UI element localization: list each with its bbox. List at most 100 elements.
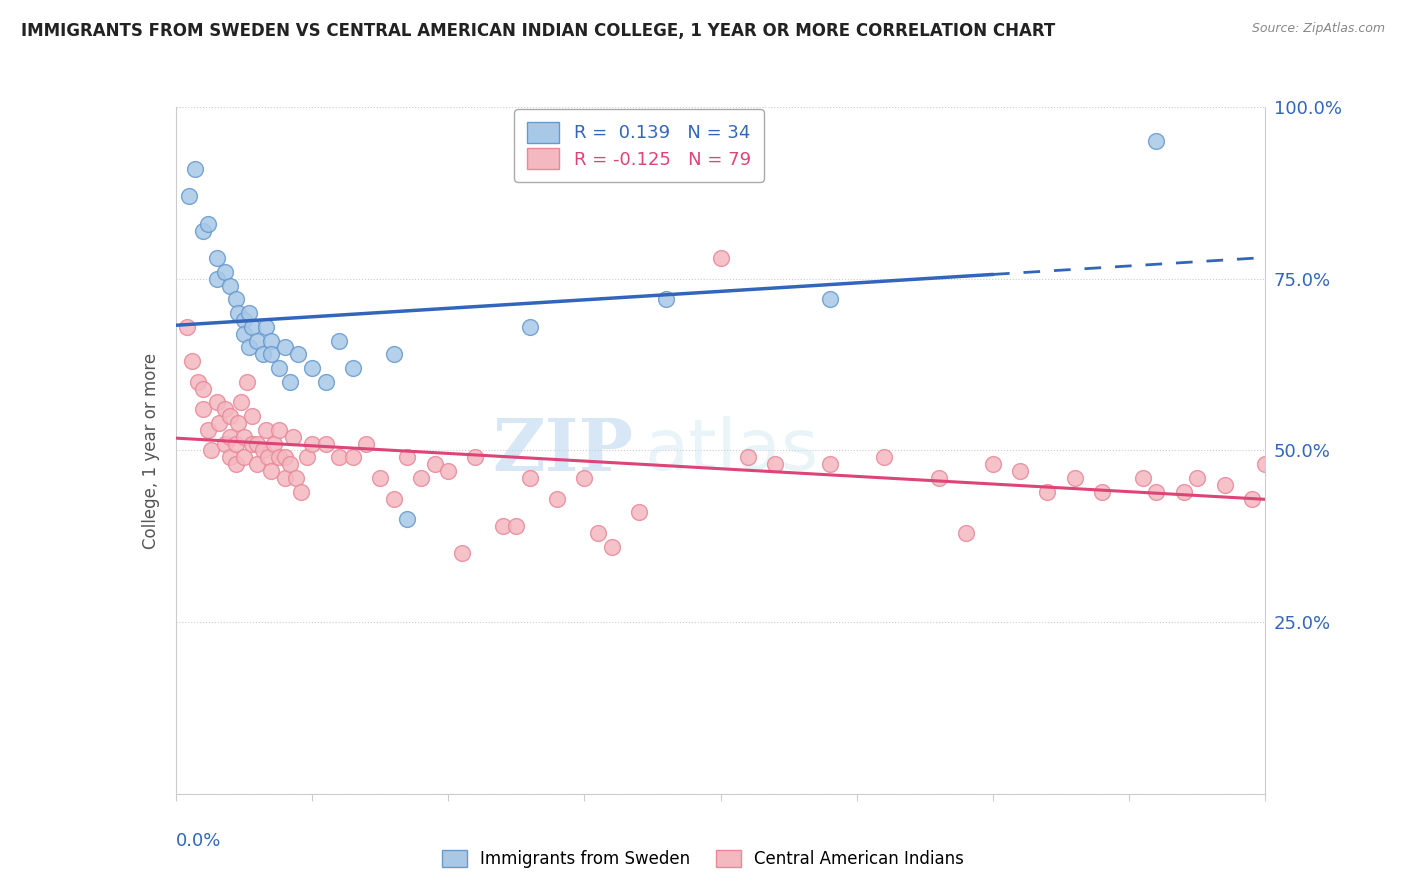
Point [208, 416, 231, 430]
Point [763, 457, 786, 471]
Point [301, 436, 323, 450]
Point [246, 436, 269, 450]
Point [342, 450, 364, 465]
Point [225, 436, 247, 450]
Point [818, 457, 841, 471]
Point [290, 484, 312, 499]
Point [737, 450, 759, 465]
Point [1036, 484, 1059, 499]
Point [214, 265, 236, 279]
Point [246, 334, 269, 348]
Point [278, 375, 301, 389]
Text: ZIP: ZIP [492, 415, 633, 486]
Point [627, 505, 650, 519]
Point [315, 375, 337, 389]
Point [274, 471, 297, 485]
Point [260, 464, 283, 478]
Point [1063, 471, 1085, 485]
Point [1144, 134, 1167, 148]
Point [219, 430, 242, 444]
Point [1187, 471, 1209, 485]
Point [219, 278, 242, 293]
Point [269, 423, 291, 437]
Point [1173, 484, 1195, 499]
Point [1144, 484, 1167, 499]
Point [464, 450, 486, 465]
Point [328, 450, 350, 465]
Point [396, 450, 419, 465]
Point [655, 293, 678, 307]
Point [181, 354, 204, 368]
Point [409, 471, 432, 485]
Point [252, 347, 274, 361]
Point [274, 340, 297, 354]
Point [219, 409, 242, 423]
Point [1254, 457, 1277, 471]
Point [269, 361, 291, 376]
Point [246, 457, 269, 471]
Point [263, 436, 285, 450]
Point [179, 189, 201, 203]
Point [382, 347, 405, 361]
Point [238, 340, 260, 354]
Text: atlas: atlas [644, 416, 818, 485]
Text: IMMIGRANTS FROM SWEDEN VS CENTRAL AMERICAN INDIAN COLLEGE, 1 YEAR OR MORE CORREL: IMMIGRANTS FROM SWEDEN VS CENTRAL AMERIC… [21, 22, 1056, 40]
Point [1091, 484, 1114, 499]
Point [284, 471, 307, 485]
Point [278, 457, 301, 471]
Point [240, 436, 263, 450]
Point [574, 471, 596, 485]
Point [437, 464, 460, 478]
Point [873, 450, 896, 465]
Point [191, 402, 214, 417]
Point [260, 347, 283, 361]
Point [382, 491, 405, 506]
Point [228, 306, 250, 320]
Point [269, 450, 291, 465]
Point [519, 471, 541, 485]
Point [818, 293, 841, 307]
Point [301, 361, 323, 376]
Text: 0.0%: 0.0% [176, 831, 221, 850]
Point [240, 409, 263, 423]
Point [328, 334, 350, 348]
Point [396, 512, 419, 526]
Point [315, 436, 337, 450]
Point [200, 443, 222, 458]
Point [235, 375, 257, 389]
Point [232, 313, 254, 327]
Point [955, 525, 977, 540]
Point [710, 251, 733, 265]
Point [981, 457, 1004, 471]
Point [492, 519, 515, 533]
Point [184, 161, 207, 176]
Point [219, 450, 242, 465]
Point [356, 436, 378, 450]
Point [1132, 471, 1154, 485]
Point [519, 319, 541, 334]
Point [205, 395, 228, 409]
Point [225, 457, 247, 471]
Point [214, 436, 236, 450]
Point [225, 293, 247, 307]
Point [450, 546, 472, 561]
Point [928, 471, 950, 485]
Y-axis label: College, 1 year or more: College, 1 year or more [142, 352, 160, 549]
Point [505, 519, 527, 533]
Point [252, 443, 274, 458]
Point [1240, 491, 1263, 506]
Point [191, 224, 214, 238]
Legend: R =  0.139   N = 34, R = -0.125   N = 79: R = 0.139 N = 34, R = -0.125 N = 79 [515, 109, 763, 182]
Point [586, 525, 609, 540]
Point [232, 450, 254, 465]
Point [342, 361, 364, 376]
Point [240, 319, 263, 334]
Point [228, 416, 250, 430]
Point [232, 326, 254, 341]
Point [254, 423, 277, 437]
Point [231, 395, 253, 409]
Point [238, 306, 260, 320]
Point [546, 491, 568, 506]
Point [257, 450, 280, 465]
Point [295, 450, 318, 465]
